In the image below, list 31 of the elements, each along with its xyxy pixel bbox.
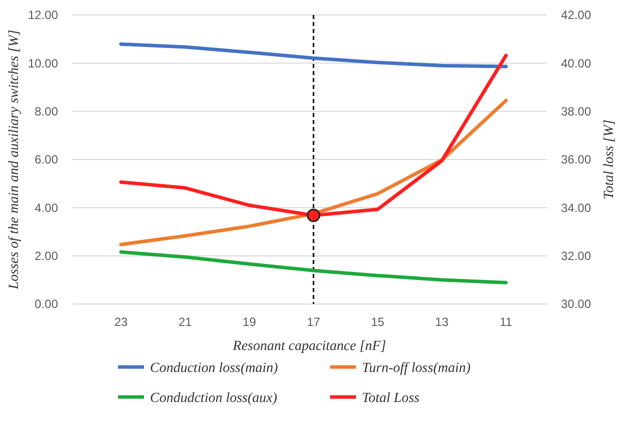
y-tick-label: 10.00 (28, 56, 58, 70)
x-tick-label: 19 (242, 315, 256, 329)
y-tick-label: 4.00 (34, 200, 58, 215)
x-tick-label: 21 (178, 315, 192, 329)
line-series (119, 250, 508, 284)
y-tick-label: 8.00 (34, 104, 58, 119)
x-tick-label: 13 (435, 315, 449, 329)
x-tick-label: 23 (114, 315, 128, 329)
legend-label: Turn-off loss(main) (362, 360, 471, 376)
y-tick-label: 12.00 (28, 8, 58, 22)
legend-label: Condudction loss(aux) (150, 390, 278, 406)
y-tick-label: 0.00 (34, 297, 58, 312)
y2-tick-label: 40.00 (561, 56, 592, 70)
legend-label: Conduction loss(main) (150, 360, 278, 376)
y2-tick-label: 42.00 (561, 8, 592, 22)
legend-label: Total Loss (362, 390, 420, 406)
y-tick-label: 2.00 (34, 249, 58, 264)
x-tick-label: 11 (500, 315, 513, 329)
y-tick-label: 6.00 (34, 152, 58, 167)
y2-tick-label: 32.00 (561, 249, 592, 264)
y2-tick-label: 30.00 (561, 297, 592, 312)
y-axis-title: Losses of the main and auxiliary switches [W] (7, 30, 22, 290)
line-series (119, 98, 508, 246)
x-tick-label: 17 (306, 315, 320, 329)
x-tick-label: 15 (370, 315, 385, 329)
line-series (119, 42, 508, 68)
y2-tick-label: 34.00 (561, 200, 592, 215)
y2-tick-label: 36.00 (561, 152, 592, 167)
x-axis-title: Resonant capacitance [nF] (232, 339, 386, 354)
y2-axis-title: Total loss [W] (602, 120, 617, 200)
y2-tick-label: 38.00 (561, 104, 592, 119)
